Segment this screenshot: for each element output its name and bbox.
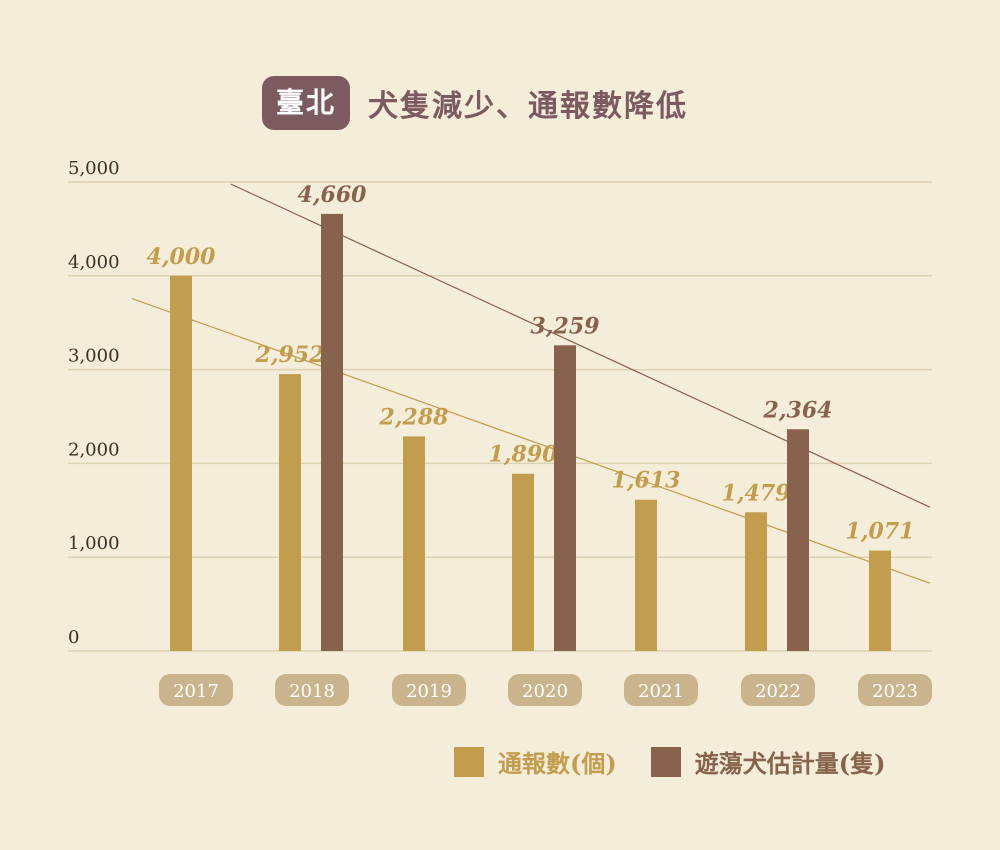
legend-swatch-stray bbox=[650, 746, 681, 777]
y-tick-label: 0 bbox=[68, 627, 79, 648]
data-label-report: 1,479 bbox=[722, 480, 791, 506]
bar-report bbox=[512, 473, 534, 651]
legend-label-stray: 遊蕩犬估計量(隻) bbox=[694, 749, 886, 778]
y-tick-label: 3,000 bbox=[68, 346, 120, 367]
chart-plot: 0 1,000 2,000 3,000 4,000 5,000 4,000 2017 2,952… bbox=[68, 158, 932, 706]
bar-stray bbox=[554, 345, 576, 651]
y-tick-label: 4,000 bbox=[68, 252, 120, 273]
bar-stray bbox=[787, 429, 809, 651]
x-tick-label: 2019 bbox=[406, 681, 452, 702]
x-tick-label: 2020 bbox=[522, 681, 568, 702]
chart-header: 臺北 犬隻減少、通報數降低 bbox=[262, 76, 688, 130]
bar-report bbox=[869, 550, 891, 651]
x-tick-label: 2022 bbox=[755, 681, 801, 702]
x-tick-label: 2023 bbox=[872, 681, 918, 702]
bar-report bbox=[279, 374, 301, 651]
legend-item-report: 通報數(個) bbox=[454, 744, 617, 779]
bar-stray bbox=[321, 213, 343, 651]
y-tick-label: 1,000 bbox=[68, 533, 120, 554]
data-label-stray: 4,660 bbox=[298, 182, 368, 208]
x-tick-label: 2018 bbox=[289, 681, 335, 702]
data-label-report: 2,952 bbox=[255, 342, 325, 368]
region-badge: 臺北 bbox=[262, 76, 351, 130]
y-tick-label: 2,000 bbox=[68, 439, 120, 460]
x-tick-label: 2017 bbox=[173, 681, 219, 702]
bar-report bbox=[170, 275, 192, 651]
year-pill bbox=[624, 674, 698, 706]
chart-title: 犬隻減少、通報數降低 bbox=[368, 89, 689, 124]
data-label-report: 4,000 bbox=[147, 244, 217, 270]
bar-report bbox=[403, 436, 425, 651]
year-pill bbox=[159, 674, 233, 706]
data-label-stray: 2,364 bbox=[763, 397, 833, 423]
data-label-report: 1,890 bbox=[489, 442, 559, 468]
data-label-report: 1,613 bbox=[612, 468, 681, 494]
legend: 通報數(個) 遊蕩犬估計量(隻) bbox=[454, 744, 919, 779]
legend-item-stray: 遊蕩犬估計量(隻) bbox=[650, 744, 886, 779]
bar-report bbox=[635, 499, 657, 651]
x-tick-label: 2021 bbox=[638, 681, 684, 702]
data-label-report: 1,071 bbox=[846, 519, 915, 545]
year-pill bbox=[275, 674, 349, 706]
year-pill bbox=[858, 674, 932, 706]
data-label-report: 2,288 bbox=[379, 404, 449, 430]
trendline-stray bbox=[230, 183, 931, 508]
bar-report bbox=[745, 512, 767, 651]
year-pill bbox=[392, 674, 466, 706]
year-pill bbox=[508, 674, 582, 706]
legend-swatch-report bbox=[454, 746, 484, 777]
year-pill bbox=[741, 674, 815, 706]
legend-label-report: 通報數(個) bbox=[498, 749, 617, 778]
y-tick-label: 5,000 bbox=[68, 158, 120, 179]
data-label-stray: 3,259 bbox=[531, 313, 600, 339]
